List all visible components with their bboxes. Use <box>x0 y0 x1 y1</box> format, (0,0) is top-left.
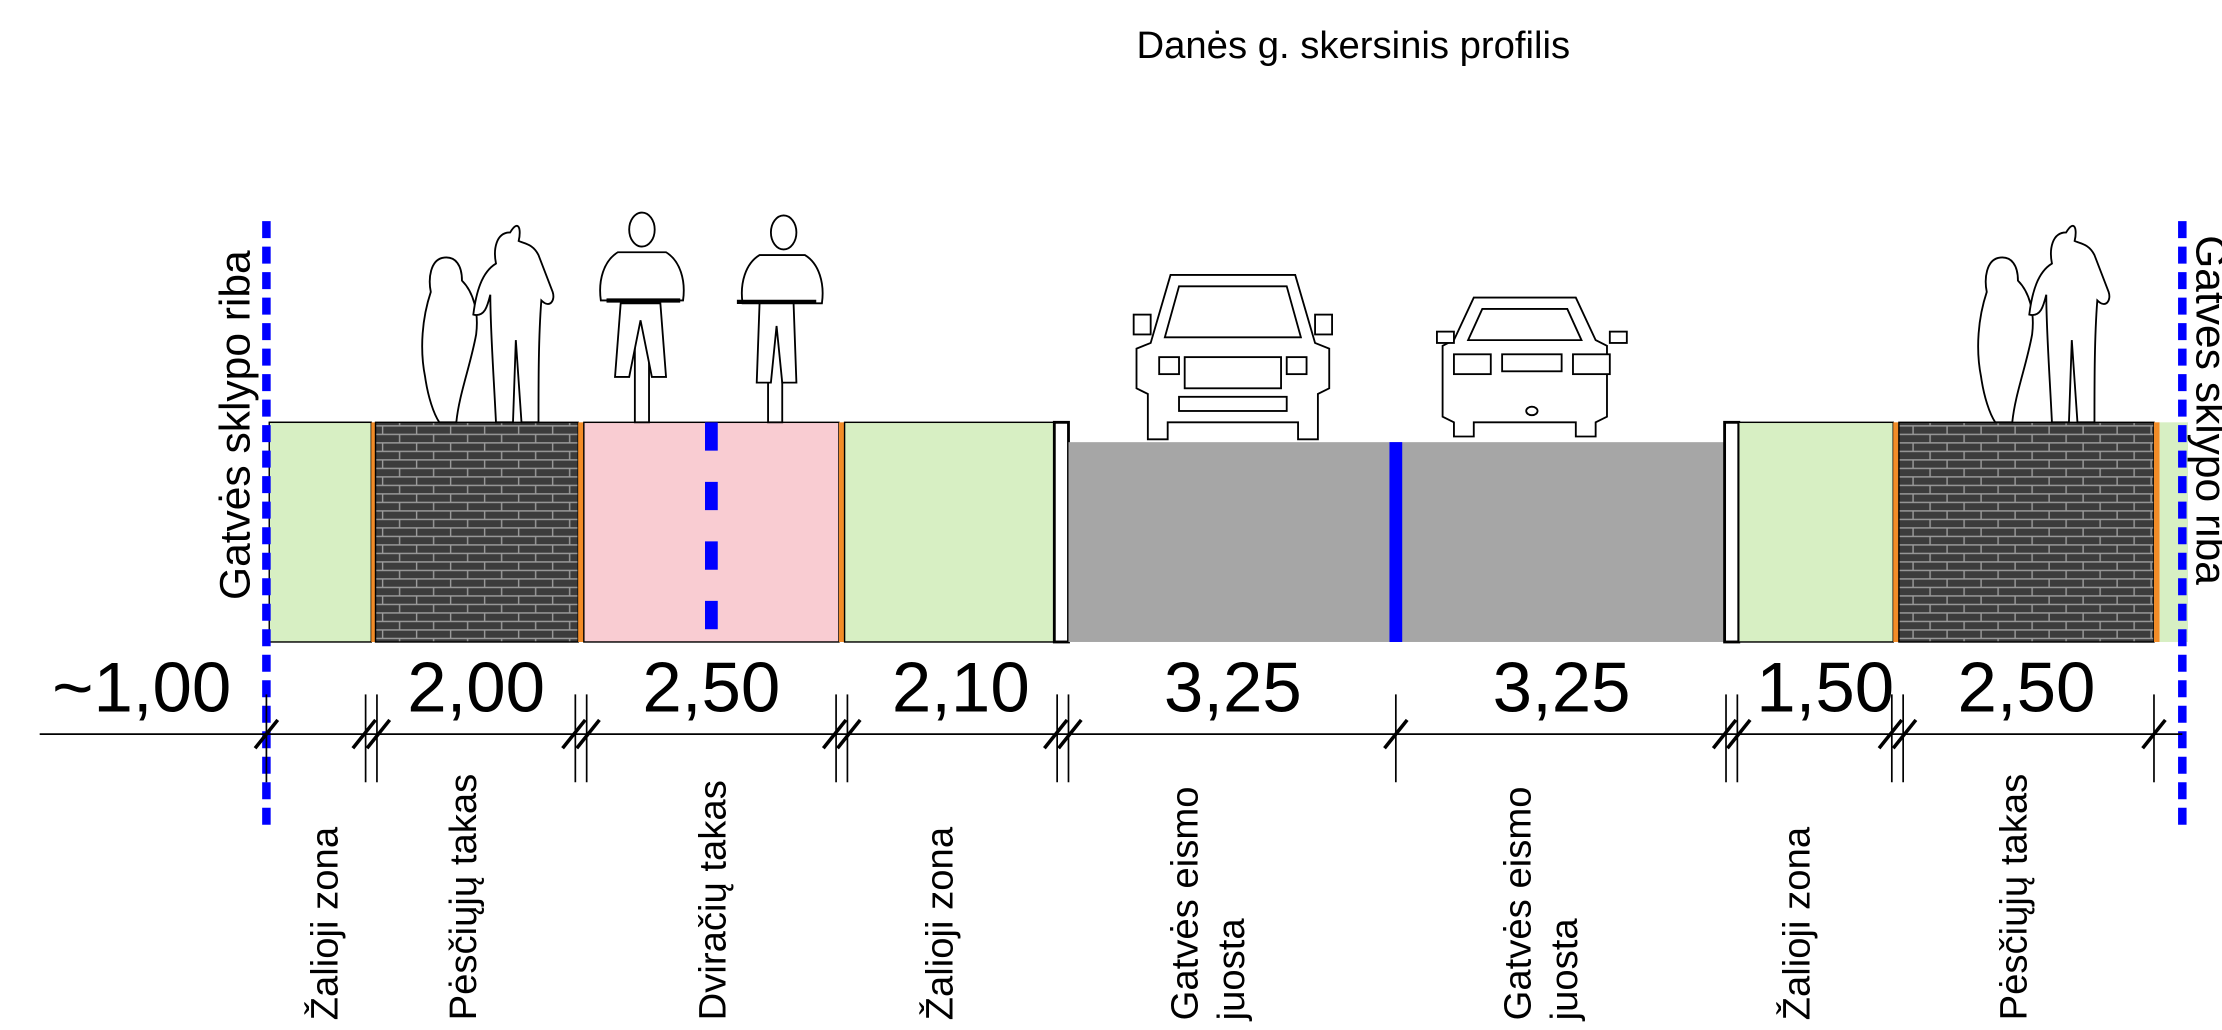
dimension-tick <box>2141 718 2167 750</box>
zone-label: Dviračių takas <box>692 780 735 1020</box>
width-label: 2,00 <box>407 648 545 727</box>
boundary-label: Gatvės sklypo riba <box>212 250 259 600</box>
zone-label: Gatvės eismo <box>1496 787 1539 1021</box>
dimension-tick <box>1726 718 1752 750</box>
dimension-tick <box>575 718 601 750</box>
car-front <box>1132 274 1333 441</box>
dimension-tick <box>836 718 862 750</box>
dimension-line <box>39 694 2183 783</box>
dimension-tick <box>253 718 280 750</box>
zone-label: Pėsčiųjų takas <box>1992 774 2035 1021</box>
width-label: 2,50 <box>1957 648 2095 727</box>
dimension-tick <box>1711 718 1738 750</box>
width-label: 2,10 <box>892 648 1030 727</box>
width-label: ~1,00 <box>52 648 231 727</box>
dimension-tick <box>821 718 848 750</box>
width-label: 1,50 <box>1756 648 1894 727</box>
zone-label: juosta <box>1210 918 1253 1022</box>
surfaces <box>268 420 2188 644</box>
dimension-tick <box>1877 718 1904 750</box>
width-label: 3,25 <box>1493 648 1631 727</box>
dimension-tick <box>561 718 587 750</box>
zone-label: Žalioji zona <box>918 826 961 1020</box>
zone-label: Žalioji zona <box>1776 826 1819 1020</box>
boundary-label: Gatvės sklypo riba <box>2186 235 2222 585</box>
dimension-tick <box>351 718 377 750</box>
width-label: 2,50 <box>642 648 780 727</box>
zone-label: Pėsčiųjų takas <box>442 774 485 1021</box>
zone-label: juosta <box>1543 918 1586 1022</box>
title: Danės g. skersinis profilis <box>1137 24 1571 67</box>
zone-label: Žalioji zona <box>303 826 346 1020</box>
dimension-tick <box>1057 718 1083 750</box>
pedestrians <box>421 224 555 424</box>
cyclists <box>599 211 824 424</box>
zone-label: Gatvės eismo <box>1163 787 1206 1021</box>
dimension-tick <box>1891 718 1918 750</box>
pedestrians <box>1977 224 2111 424</box>
dimension-tick <box>365 718 392 750</box>
car-rear <box>1436 296 1628 438</box>
dimension-tick <box>1383 718 1409 750</box>
width-label: 3,25 <box>1164 648 1302 727</box>
dimension-tick <box>1043 718 1069 750</box>
